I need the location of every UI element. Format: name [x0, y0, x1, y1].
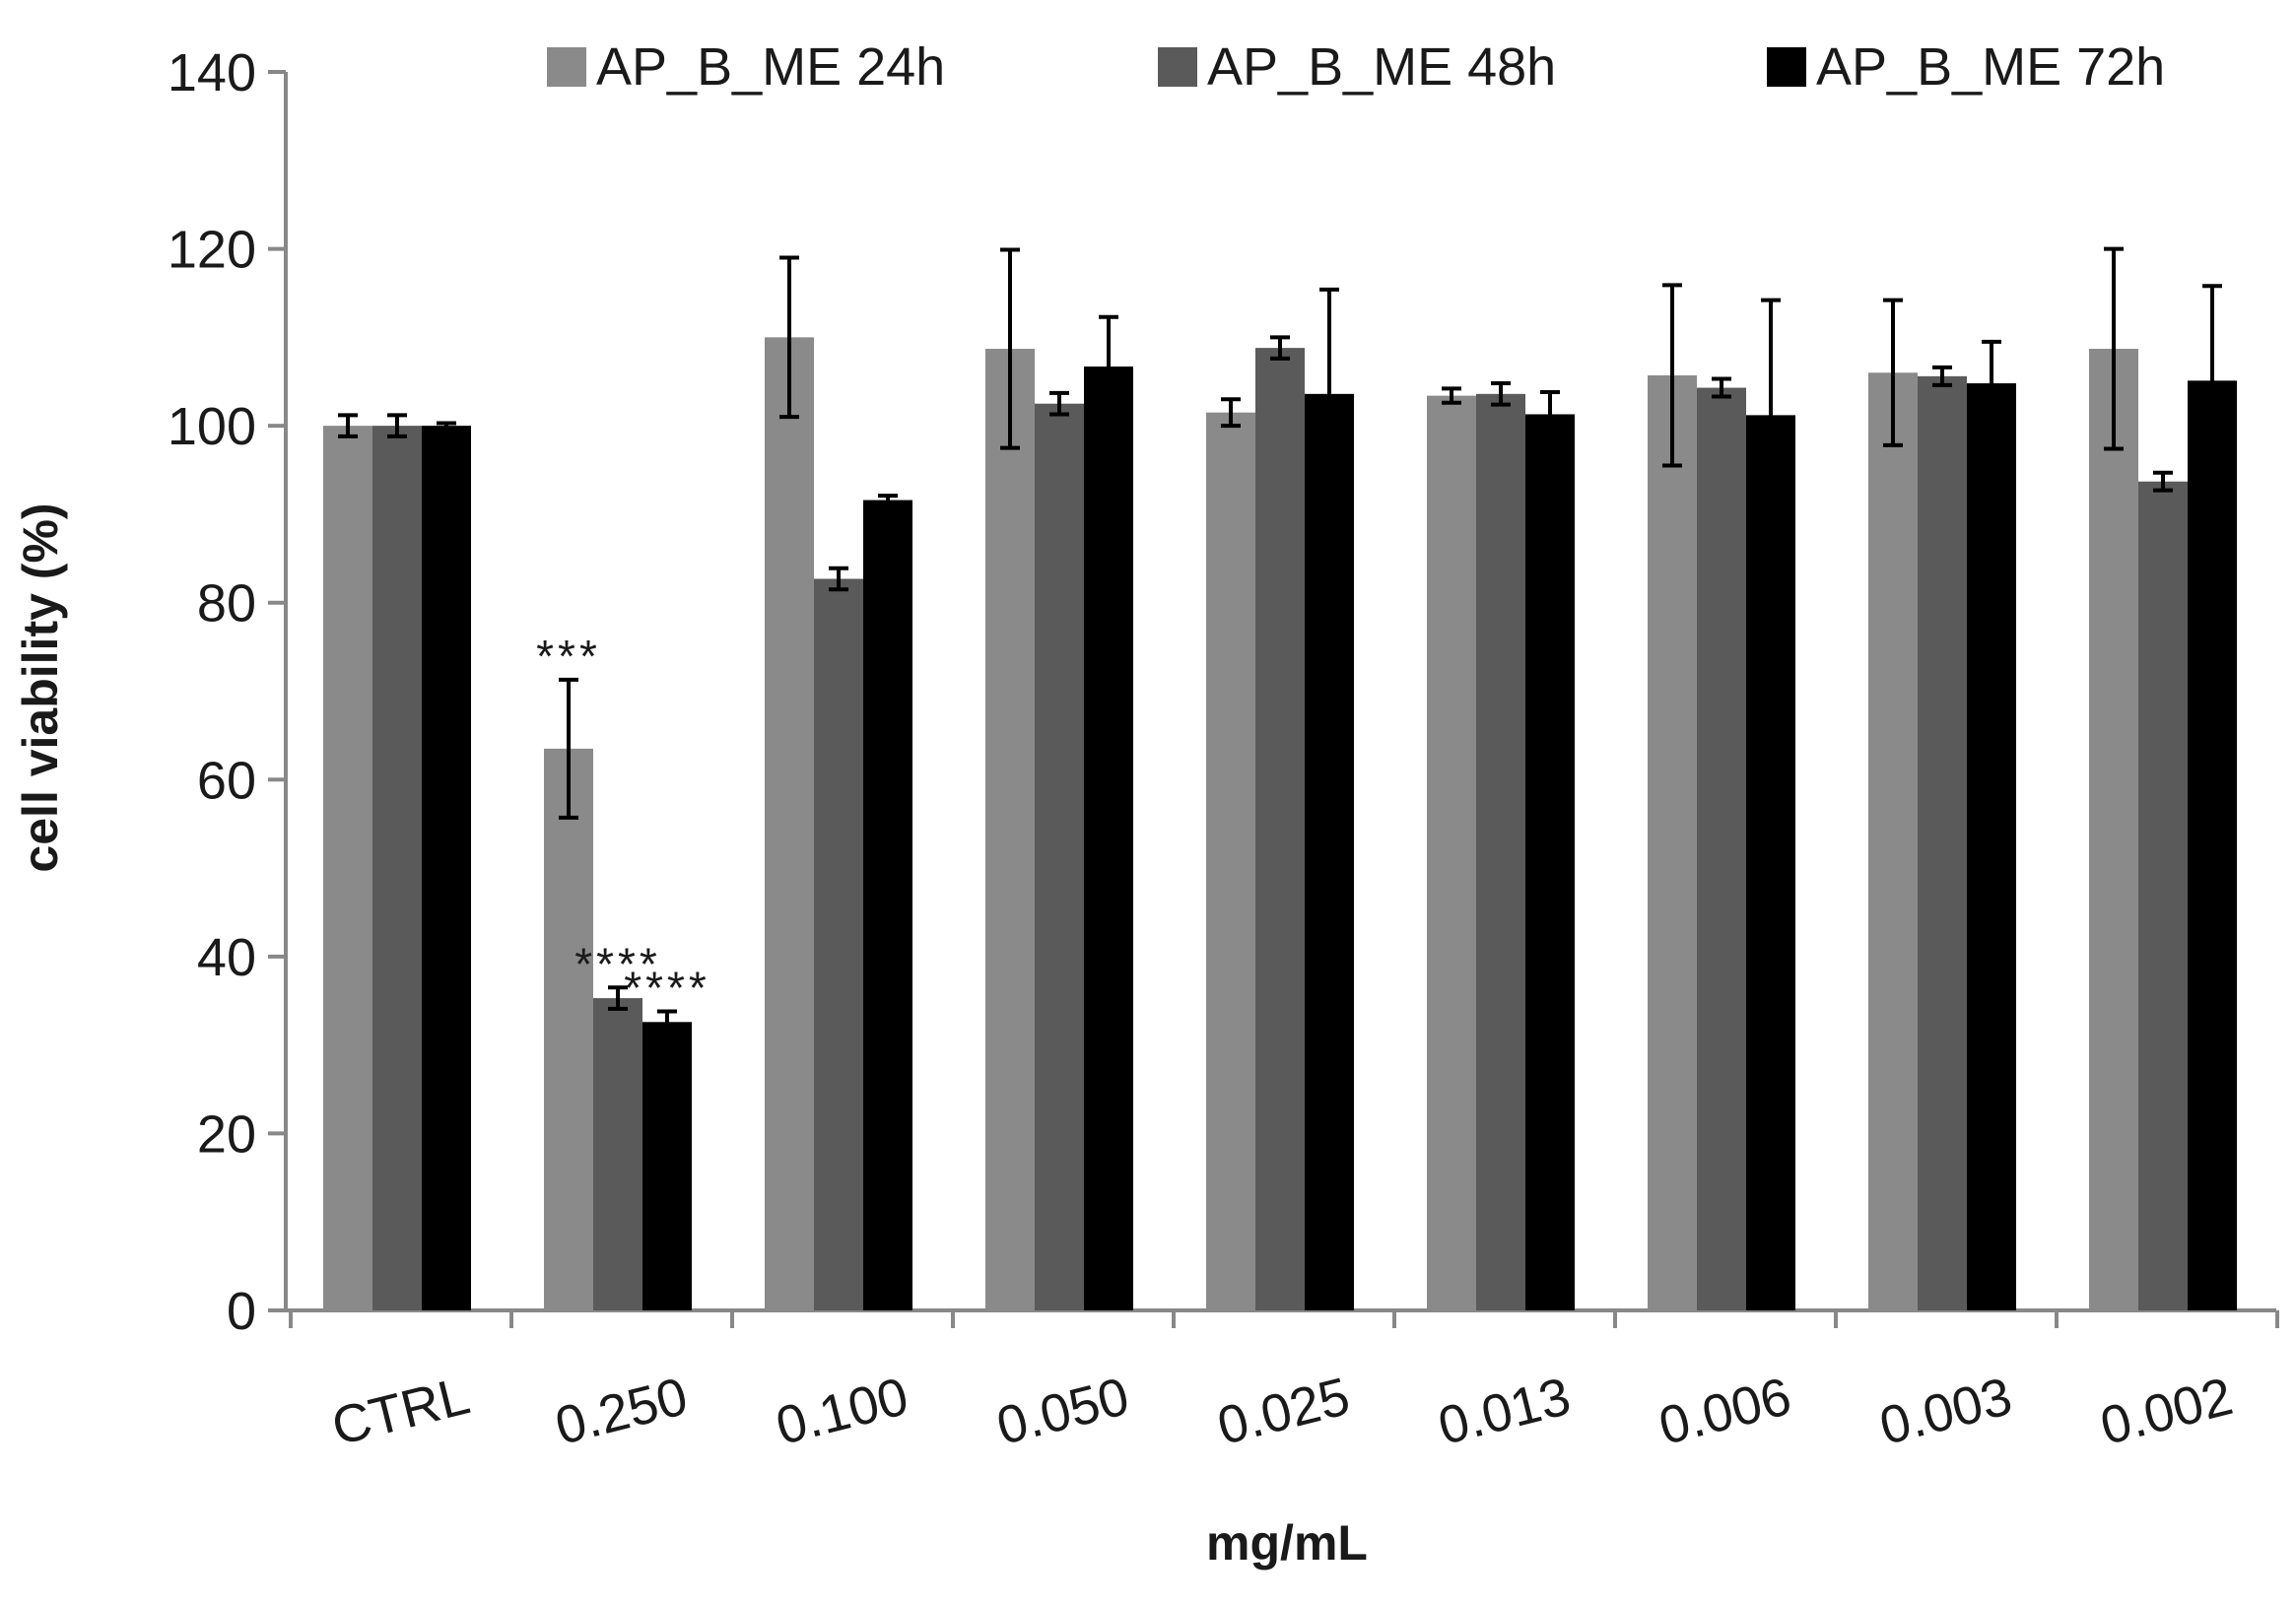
legend-label: AP_B_ME 72h — [1816, 37, 2165, 97]
legend-label: AP_B_ME 48h — [1207, 37, 1556, 97]
x-category-label: 0.250 — [550, 1367, 694, 1456]
bar — [1084, 366, 1133, 1310]
bar — [1525, 414, 1575, 1310]
bar — [1918, 375, 1967, 1310]
y-tick-label: 60 — [197, 751, 256, 810]
bar — [1476, 393, 1525, 1310]
bar — [1035, 403, 1084, 1311]
bar — [1868, 372, 1918, 1310]
x-category-label: 0.006 — [1654, 1367, 1797, 1456]
bar — [1648, 374, 1697, 1311]
bar — [372, 426, 422, 1311]
y-tick-label: 140 — [168, 43, 256, 102]
y-tick-label: 20 — [197, 1104, 256, 1164]
bar — [1746, 415, 1795, 1311]
x-category-label: CTRL — [326, 1366, 475, 1456]
y-axis-title: cell viability (%) — [13, 502, 68, 872]
bar — [814, 578, 863, 1310]
bar — [765, 337, 814, 1310]
x-category-label: 0.025 — [1212, 1367, 1356, 1456]
bar — [2138, 481, 2188, 1310]
x-category-label: 0.013 — [1433, 1367, 1577, 1456]
bar — [323, 426, 372, 1311]
y-tick-label: 120 — [168, 221, 256, 280]
x-category-label: 0.002 — [2095, 1367, 2239, 1456]
bar — [1427, 395, 1476, 1310]
bar — [642, 1022, 692, 1310]
y-tick-label: 40 — [197, 928, 256, 987]
x-axis-title: mg/mL — [1206, 1515, 1368, 1571]
bars — [323, 246, 2237, 1311]
bar — [593, 998, 642, 1310]
bar — [544, 748, 593, 1310]
x-axis: CTRL 0.250 0.100 0.050 0.025 0.013 0.006 0.003 0… — [286, 1308, 2279, 1457]
annotations: *********** — [536, 631, 710, 1014]
legend-swatch — [547, 47, 586, 87]
x-category-label: 0.050 — [991, 1367, 1135, 1456]
y-axis: 0 20 40 60 80 100 120 140 — [168, 43, 288, 1341]
bar — [863, 500, 912, 1310]
y-tick-label: 100 — [168, 397, 256, 456]
legend: AP_B_ME 24h AP_B_ME 48h AP_B_ME 72h — [547, 37, 2165, 97]
bar — [985, 349, 1035, 1310]
bar — [1697, 387, 1746, 1310]
bar — [1255, 348, 1305, 1310]
bar — [2089, 349, 2138, 1310]
legend-swatch — [1158, 47, 1197, 87]
x-category-label: 0.100 — [771, 1367, 914, 1456]
bar — [422, 426, 471, 1311]
bar — [1305, 393, 1354, 1310]
significance-label: *** — [536, 631, 601, 682]
y-tick-label: 0 — [227, 1282, 256, 1341]
bar — [1967, 383, 2016, 1310]
bar — [2188, 380, 2237, 1310]
x-category-label: 0.003 — [1874, 1367, 2018, 1456]
legend-swatch — [1767, 47, 1806, 87]
bar — [1206, 412, 1255, 1310]
significance-label: **** — [624, 963, 710, 1014]
legend-label: AP_B_ME 24h — [596, 37, 945, 97]
y-tick-label: 80 — [197, 574, 256, 634]
significance-label: **** — [574, 938, 661, 989]
